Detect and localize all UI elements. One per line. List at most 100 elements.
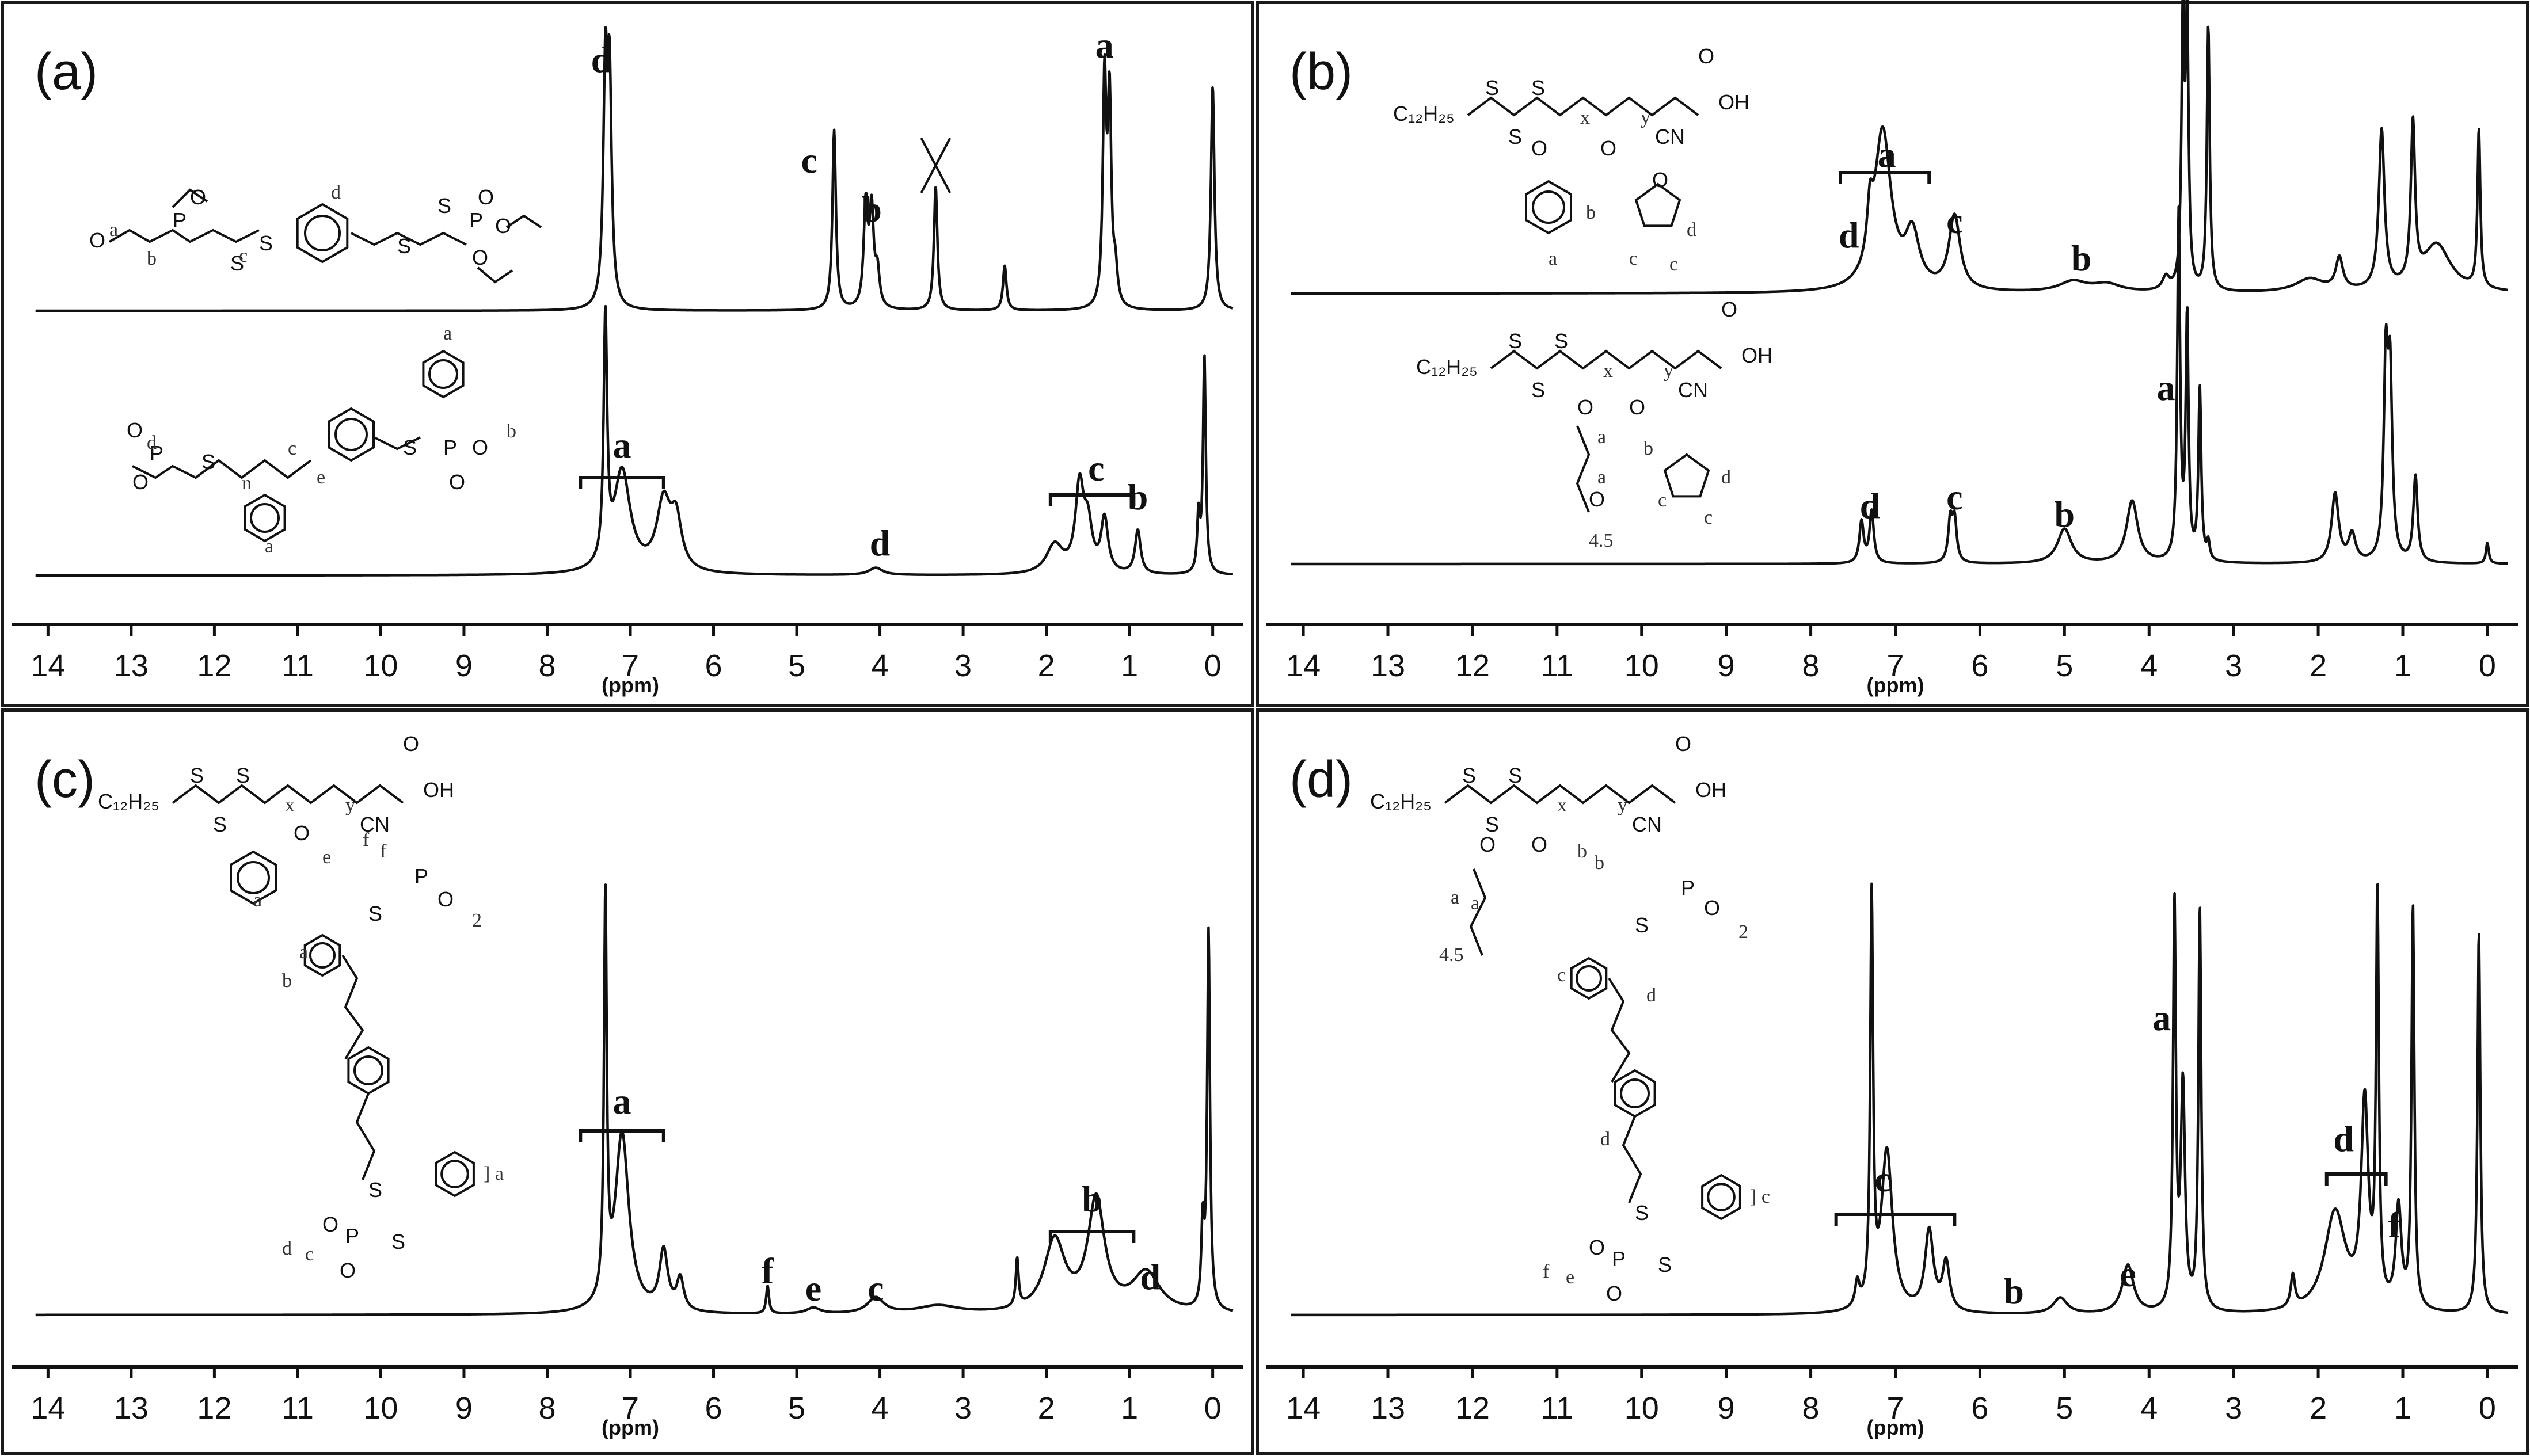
atom-label: S: [1462, 764, 1476, 787]
atom-label: OH: [1695, 778, 1726, 802]
atom-tag: a: [443, 323, 452, 344]
x-tick-label: 13: [1371, 649, 1405, 683]
spectrum-trace: [1289, 205, 2509, 566]
panel-border: [1, 1, 1254, 707]
x-tick-label: 12: [197, 649, 231, 683]
atom-label: S: [1531, 378, 1545, 402]
x-tick-label: 6: [705, 649, 722, 683]
peak-label: c: [868, 1268, 884, 1309]
x-tick-label: 9: [455, 1391, 473, 1425]
atom-label: O: [472, 436, 488, 459]
x-tick-label: 11: [1541, 1391, 1573, 1425]
atom-label: S: [1508, 764, 1522, 787]
atom-label: S: [397, 234, 411, 258]
x-tick-label: 1: [2394, 649, 2411, 683]
benzene-ring: [1525, 180, 1572, 235]
aromatic-circle: [1576, 965, 1602, 992]
atom-tag: d: [1687, 219, 1696, 241]
atom-tag: 2: [1738, 921, 1748, 943]
x-tick-label: 12: [1455, 649, 1490, 683]
x-tick-label: 6: [1971, 649, 1988, 683]
bond-chain: [172, 784, 404, 805]
atom-tag: f: [1543, 1261, 1550, 1282]
atom-tag: b: [507, 421, 516, 442]
benzene-ring: [230, 850, 277, 905]
benzene-ring: [328, 407, 375, 462]
peak-label: d: [1860, 485, 1881, 526]
atom-tag: b: [1577, 841, 1587, 862]
x-tick-label: 3: [2225, 649, 2242, 683]
x-tick-label: 0: [1204, 649, 1222, 683]
solvent-peak-cross: [920, 138, 952, 193]
panel-label: (b): [1289, 43, 1353, 101]
atom-label: S: [391, 1230, 405, 1253]
atom-label: P: [469, 208, 483, 232]
x-tick-label: 1: [1121, 649, 1138, 683]
bond-chain: [1608, 977, 1631, 1083]
x-tick-label: 3: [954, 649, 972, 683]
peak-label: d: [1839, 215, 1859, 256]
x-tick-label: 0: [1204, 1391, 1222, 1425]
atom-tag: c: [1629, 248, 1638, 269]
atom-label: O: [132, 470, 149, 494]
x-tick-label: 14: [31, 1391, 65, 1425]
atom-tag: c: [1557, 965, 1566, 986]
x-tick-label: 4: [2140, 1391, 2158, 1425]
x-tick-label: 12: [1455, 1391, 1490, 1425]
bond-chain: [132, 459, 312, 479]
peak-label: a: [613, 425, 631, 466]
x-tick-label: 14: [31, 649, 65, 683]
atom-label: P: [173, 208, 187, 232]
atom-tag: f: [363, 829, 370, 851]
atom-label: O: [1704, 896, 1720, 920]
atom-label: S: [368, 902, 382, 925]
atom-tag: b: [282, 970, 292, 992]
atom-label: O: [1589, 487, 1605, 511]
atom-label: S: [1508, 329, 1522, 353]
bond-chain: [1622, 1116, 1642, 1203]
atom-tag: b: [1586, 202, 1596, 223]
integration-bracket: [1048, 1230, 1136, 1243]
atom-tag: b: [1595, 852, 1604, 874]
x-tick-label: 8: [1802, 649, 1820, 683]
x-tick-label: 11: [281, 649, 314, 683]
atom-tag: d: [1646, 985, 1656, 1006]
peak-label: a: [2152, 997, 2171, 1038]
x-axis: 14 13 12 11 10 9 8 7 6 5 4 3 2 1 0(ppm): [1266, 623, 2518, 697]
atom-tag: c: [239, 245, 248, 266]
x-tick-label: 7: [622, 1391, 639, 1425]
spectrum-trace: [1289, 0, 2509, 295]
x-tick-label: 1: [2394, 1391, 2411, 1425]
x-tick-label: 10: [363, 649, 398, 683]
x-axis-label: (ppm): [602, 673, 659, 697]
atom-label: P: [443, 436, 457, 459]
atom-tag: a: [253, 890, 262, 911]
atom-tag: y: [345, 795, 355, 816]
x-tick-label: 10: [1624, 649, 1659, 683]
atom-label: O: [1589, 1236, 1605, 1259]
x-tick-label: 5: [2056, 649, 2073, 683]
atom-label: O: [340, 1259, 356, 1282]
x-tick-label: 3: [954, 1391, 972, 1425]
atom-tag: e: [322, 847, 331, 868]
x-tick-label: 9: [1718, 649, 1735, 683]
atom-label: S: [259, 231, 273, 255]
atom-tag: c: [305, 1244, 314, 1265]
atom-label: S: [201, 450, 215, 474]
x-tick-label: 11: [281, 1391, 314, 1425]
peak-label: a: [613, 1081, 631, 1122]
aromatic-circle: [1707, 1183, 1736, 1211]
peak-label: a: [2157, 367, 2175, 408]
atom-tag: 4.5: [1439, 944, 1464, 966]
x-axis-label: (ppm): [1867, 673, 1924, 697]
panel-label: (d): [1289, 751, 1353, 809]
x-axis: 14 13 12 11 10 9 8 7 6 5 4 3 2 1 0(ppm): [12, 623, 1243, 697]
panel-border: [1256, 708, 2529, 1455]
atom-label: O: [1600, 136, 1616, 160]
atom-tag: f: [380, 841, 387, 862]
bond-chain: [1576, 425, 1591, 513]
atom-label: CN: [360, 813, 390, 836]
